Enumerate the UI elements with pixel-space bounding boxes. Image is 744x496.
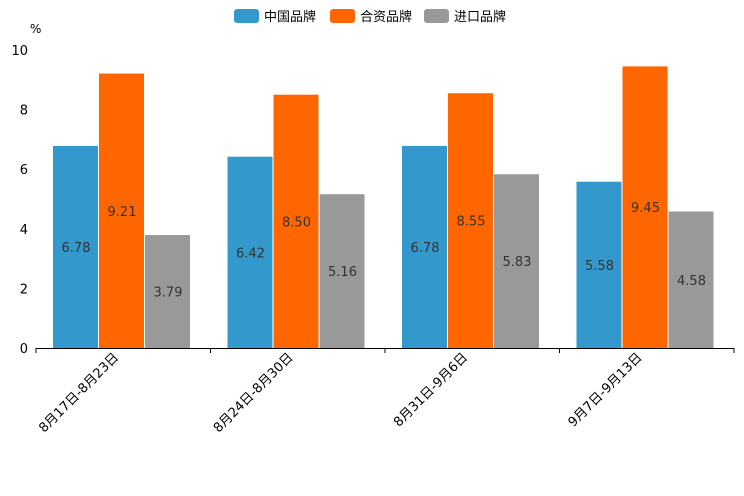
y-tick-label-1: 2 [20,282,28,297]
data-label-0-0: 6.78 [62,241,91,256]
y-tick-label-5: 10 [11,44,28,59]
bars-group: 6.78 9.21 3.79 6.42 8.50 5.16 6.78 8.55 5.83 5.58… [53,66,714,349]
legend-swatch-1 [330,9,355,23]
x-tick-label-1: 8月24日-8月30日 [211,350,297,436]
data-label-2-2: 5.83 [503,255,532,270]
bar-3-1 [622,66,668,348]
bar-0-0 [53,145,98,348]
y-axis: 0 2 4 6 8 10 [11,44,28,357]
x-axis: 8月17日-8月23日 8月24日-8月30日 8月31日-9月6日 9月7日-9月1… [35,348,735,436]
y-tick-label-2: 4 [20,223,28,238]
bar-2-2 [494,174,539,348]
data-label-3-0: 5.58 [585,259,614,274]
bar-3-2 [668,211,714,348]
data-label-0-2: 3.79 [154,286,183,301]
data-label-1-1: 8.50 [282,215,311,230]
bar-3-0 [576,181,622,348]
y-tick-label-0: 0 [20,342,28,357]
data-label-3-2: 4.58 [677,274,706,289]
legend-label-2: 进口品牌 [454,9,506,25]
data-label-1-2: 5.16 [328,265,357,280]
data-label-2-0: 6.78 [411,241,440,256]
x-tick-label-0: 8月17日-8月23日 [36,350,122,436]
legend: 中国品牌 合资品牌 进口品牌 [234,9,506,25]
legend-label-1: 合资品牌 [360,9,412,25]
bar-1-1 [273,94,319,348]
legend-swatch-0 [234,9,259,23]
data-label-1-0: 6.42 [236,246,265,261]
legend-label-0: 中国品牌 [264,9,316,25]
data-label-3-1: 9.45 [631,201,660,216]
bar-2-1 [448,93,493,349]
legend-swatch-2 [424,9,449,23]
x-tick-label-3: 9月7日-9月13日 [566,350,646,430]
data-label-0-1: 9.21 [108,205,137,220]
bar-0-2 [145,235,190,348]
bar-1-2 [319,194,365,348]
y-tick-label-4: 8 [20,104,28,119]
y-tick-label-3: 6 [20,163,28,178]
x-tick-label-2: 8月31日-9月6日 [391,350,471,430]
bar-1-0 [227,156,273,348]
data-label-2-1: 8.55 [457,215,486,230]
bar-0-1 [99,73,144,349]
y-axis-unit-label: % [30,22,41,36]
bar-2-0 [402,145,447,348]
